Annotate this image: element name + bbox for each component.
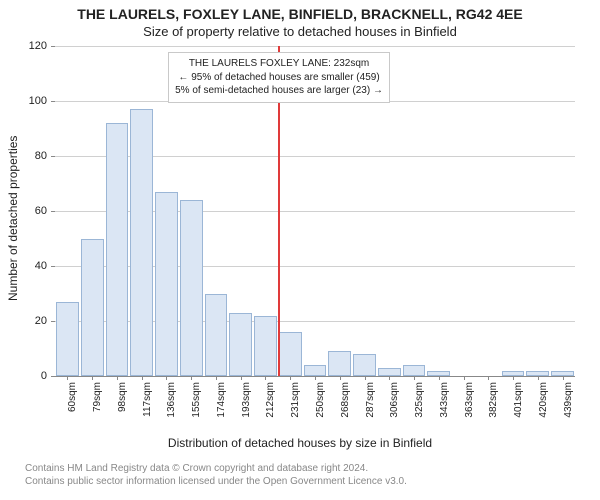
histogram-bar (279, 332, 302, 376)
annotation-line: THE LAURELS FOXLEY LANE: 232sqm (175, 57, 383, 71)
x-tick-label: 155sqm (191, 382, 202, 430)
y-tick-label: 80 (0, 150, 47, 162)
x-tick-mark (315, 376, 316, 380)
x-tick-mark (265, 376, 266, 380)
x-tick-label: 231sqm (290, 382, 301, 430)
histogram-bar (378, 368, 401, 376)
x-tick-label: 60sqm (67, 382, 78, 430)
x-tick-label: 136sqm (166, 382, 177, 430)
x-tick-mark (191, 376, 192, 380)
histogram-bar (180, 200, 203, 376)
histogram-bar (81, 239, 104, 377)
x-axis-label: Distribution of detached houses by size … (0, 436, 600, 450)
x-tick-mark (166, 376, 167, 380)
footer-line-1: Contains HM Land Registry data © Crown c… (25, 462, 407, 475)
x-tick-label: 420sqm (538, 382, 549, 430)
x-tick-mark (389, 376, 390, 380)
x-tick-mark (439, 376, 440, 380)
y-tick-label: 0 (0, 370, 47, 382)
histogram-bar (205, 294, 228, 377)
x-tick-label: 382sqm (488, 382, 499, 430)
histogram-bar (328, 351, 351, 376)
x-tick-label: 268sqm (340, 382, 351, 430)
x-tick-label: 363sqm (464, 382, 475, 430)
histogram-bar (155, 192, 178, 376)
x-tick-mark (142, 376, 143, 380)
annotation-box: THE LAURELS FOXLEY LANE: 232sqm← 95% of … (168, 52, 390, 103)
x-tick-label: 174sqm (216, 382, 227, 430)
histogram-bar (106, 123, 129, 376)
x-tick-mark (117, 376, 118, 380)
x-tick-mark (414, 376, 415, 380)
histogram-bar (304, 365, 327, 376)
x-tick-mark (241, 376, 242, 380)
y-tick-label: 40 (0, 260, 47, 272)
histogram-bar (353, 354, 376, 376)
histogram-bar (254, 316, 277, 377)
chart-title-main: THE LAURELS, FOXLEY LANE, BINFIELD, BRAC… (0, 6, 600, 22)
x-tick-mark (216, 376, 217, 380)
x-tick-label: 439sqm (563, 382, 574, 430)
x-tick-label: 193sqm (241, 382, 252, 430)
x-tick-label: 306sqm (389, 382, 400, 430)
x-tick-label: 250sqm (315, 382, 326, 430)
footer-attribution: Contains HM Land Registry data © Crown c… (25, 462, 407, 488)
plot-area: THE LAURELS FOXLEY LANE: 232sqm← 95% of … (55, 46, 575, 376)
histogram-bar (229, 313, 252, 376)
annotation-line: ← 95% of detached houses are smaller (45… (175, 71, 383, 85)
x-tick-mark (67, 376, 68, 380)
x-tick-mark (488, 376, 489, 380)
x-tick-mark (513, 376, 514, 380)
y-tick-label: 120 (0, 40, 47, 52)
annotation-line: 5% of semi-detached houses are larger (2… (175, 84, 383, 98)
x-tick-mark (290, 376, 291, 380)
x-tick-label: 79sqm (92, 382, 103, 430)
chart-container: THE LAURELS, FOXLEY LANE, BINFIELD, BRAC… (0, 0, 600, 500)
footer-line-2: Contains public sector information licen… (25, 475, 407, 488)
x-tick-mark (464, 376, 465, 380)
x-tick-mark (340, 376, 341, 380)
x-tick-label: 343sqm (439, 382, 450, 430)
y-tick-label: 60 (0, 205, 47, 217)
chart-title-sub: Size of property relative to detached ho… (0, 24, 600, 39)
x-tick-label: 98sqm (117, 382, 128, 430)
x-tick-mark (92, 376, 93, 380)
x-tick-label: 287sqm (365, 382, 376, 430)
y-tick-label: 100 (0, 95, 47, 107)
x-tick-mark (365, 376, 366, 380)
histogram-bar (130, 109, 153, 376)
x-tick-mark (563, 376, 564, 380)
x-tick-label: 401sqm (513, 382, 524, 430)
x-tick-mark (538, 376, 539, 380)
gridline (55, 46, 575, 47)
histogram-bar (403, 365, 426, 376)
x-tick-label: 325sqm (414, 382, 425, 430)
y-tick-label: 20 (0, 315, 47, 327)
x-tick-label: 117sqm (142, 382, 153, 430)
x-tick-label: 212sqm (265, 382, 276, 430)
histogram-bar (56, 302, 79, 376)
